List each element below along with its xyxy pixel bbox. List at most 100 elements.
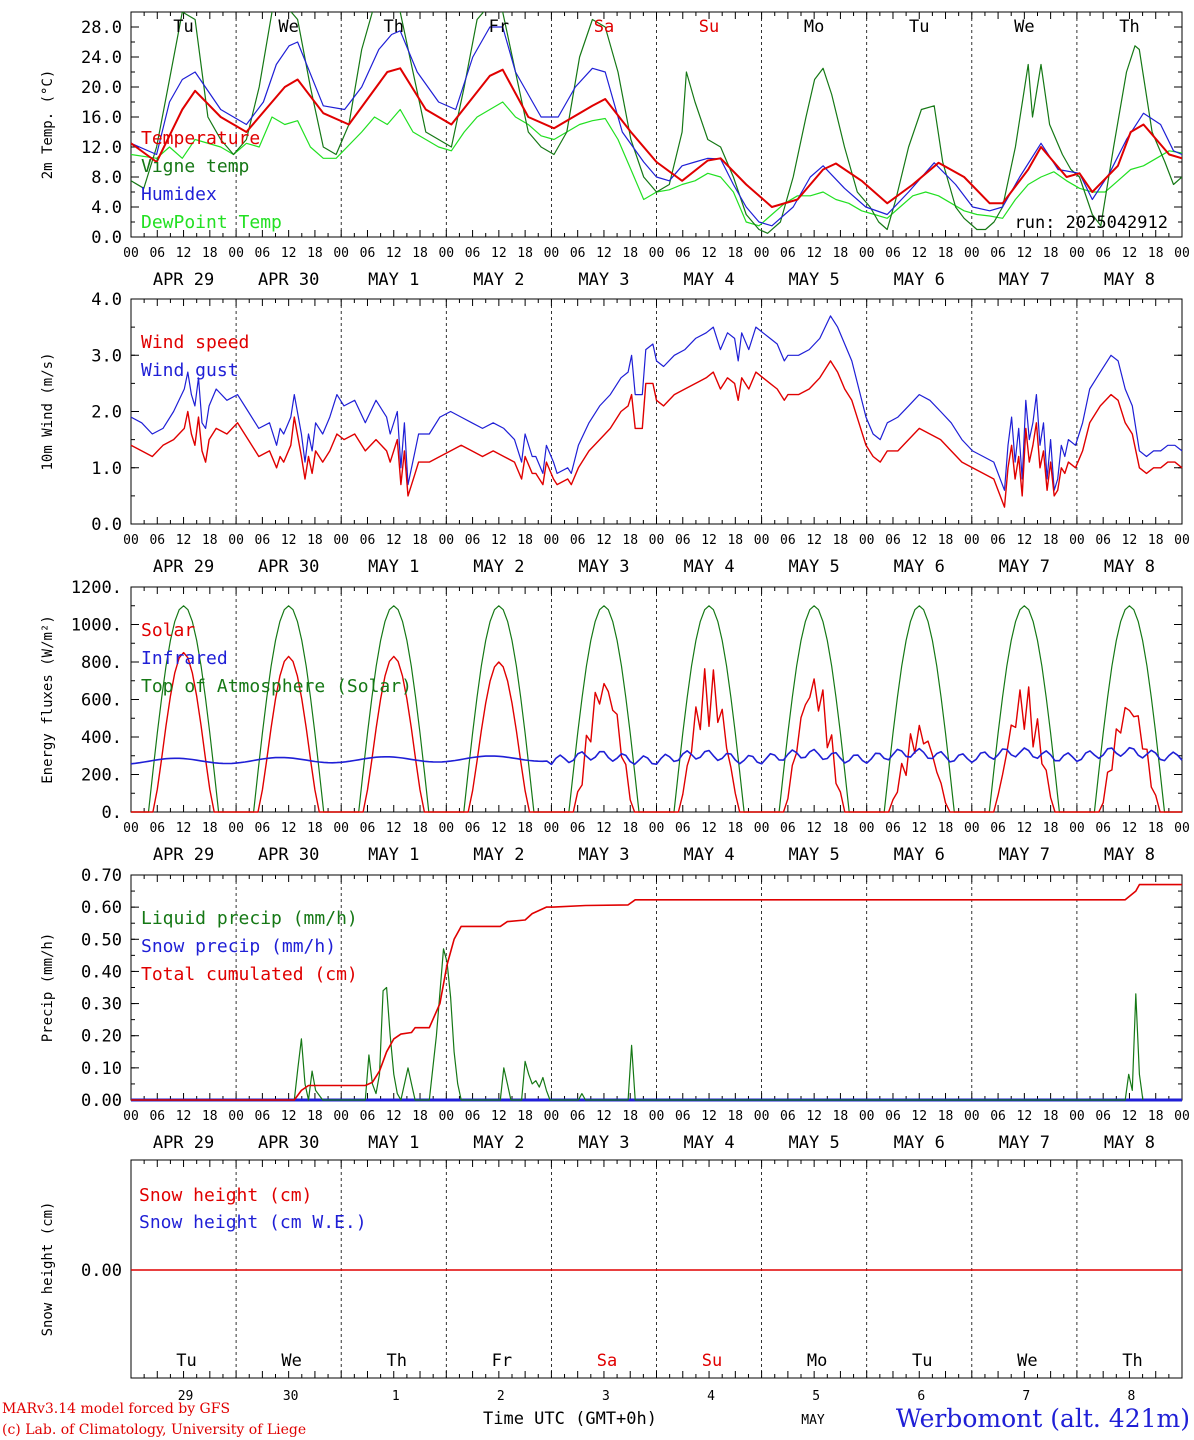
date-label: MAY 7 <box>999 270 1050 290</box>
series-line-infrared <box>130 746 1183 766</box>
x-tick-label: 06 <box>465 821 481 836</box>
x-tick-label: 18 <box>517 246 533 261</box>
x-tick-label: 00 <box>649 246 665 261</box>
legend-entry: Snow height (cm) <box>139 1185 312 1206</box>
x-tick-label: 12 <box>386 533 402 548</box>
x-tick-label: 18 <box>938 246 954 261</box>
legend-entry: Total cumulated (cm) <box>141 964 358 985</box>
weekday-label: Th <box>384 17 404 37</box>
y-tick-label: 0.20 <box>81 1027 122 1047</box>
weekday-label: Fr <box>489 17 509 37</box>
date-label: MAY 2 <box>473 1133 524 1153</box>
y-tick-label: 0.0 <box>91 228 122 248</box>
x-tick-label: 06 <box>675 821 691 836</box>
x-tick-label: 00 <box>649 533 665 548</box>
weekday-label: Fr <box>492 1351 512 1371</box>
y-tick-label: 800. <box>81 653 122 673</box>
x-tick-label: 06 <box>570 1109 586 1124</box>
date-label: MAY 1 <box>368 845 419 865</box>
date-label: APR 29 <box>153 270 214 290</box>
y-tick-label: 0. <box>102 803 122 823</box>
y-tick-label: 200. <box>81 766 122 786</box>
date-label: MAY 8 <box>1104 1133 1155 1153</box>
y-tick-label: 2.0 <box>91 403 122 423</box>
x-tick-label: 00 <box>1069 821 1085 836</box>
x-tick-label: 12 <box>176 246 192 261</box>
y-tick-label: 4.0 <box>91 290 122 310</box>
x-tick-label: 06 <box>990 821 1006 836</box>
x-tick-label: 18 <box>517 821 533 836</box>
x-tick-label: 06 <box>1095 1109 1111 1124</box>
y-axis-label: 2m Temp. (°C) <box>40 70 56 180</box>
x-tick-label: 06 <box>885 1109 901 1124</box>
x-tick-label: 12 <box>806 533 822 548</box>
x-tick-label: 12 <box>701 821 717 836</box>
y-tick-label: 1000. <box>71 616 122 636</box>
date-label: MAY 8 <box>1104 845 1155 865</box>
x-tick-label: 12 <box>1122 246 1138 261</box>
x-tick-label: 18 <box>412 533 428 548</box>
x-tick-label: 00 <box>1069 1109 1085 1124</box>
precip-panel: 00 06 12 18 00 06 12 18 00 06 12 18 00 06 12 18 00 06 12 18… <box>40 866 1190 1153</box>
x-tick-label: 18 <box>727 1109 743 1124</box>
month-label: MAY <box>801 1413 825 1428</box>
x-tick-label: 00 <box>333 246 349 261</box>
x-tick-label: 06 <box>360 533 376 548</box>
date-label: APR 30 <box>258 270 319 290</box>
x-tick-label: 06 <box>465 1109 481 1124</box>
x-tick-label: 12 <box>596 821 612 836</box>
day-number-label: 2 <box>497 1389 505 1404</box>
legend-entry: Liquid precip (mm/h) <box>141 908 358 929</box>
x-tick-label: 18 <box>938 533 954 548</box>
date-label: MAY 7 <box>999 557 1050 577</box>
x-tick-label: 06 <box>780 533 796 548</box>
legend-entry: Humidex <box>141 184 217 205</box>
x-tick-label: 18 <box>1148 1109 1164 1124</box>
series-line-solar <box>131 651 1182 813</box>
x-tick-label: 06 <box>1095 821 1111 836</box>
y-tick-label: 12.0 <box>81 138 122 158</box>
legend-entry: Vigne temp <box>141 156 249 177</box>
x-tick-label: 00 <box>649 1109 665 1124</box>
x-tick-label: 18 <box>1043 1109 1059 1124</box>
x-tick-label: 06 <box>885 246 901 261</box>
x-tick-label: 18 <box>412 246 428 261</box>
y-axis-label: Precip (mm/h) <box>40 933 56 1043</box>
date-label: MAY 1 <box>368 1133 419 1153</box>
x-tick-label: 12 <box>596 246 612 261</box>
day-number-label: 6 <box>917 1389 925 1404</box>
x-tick-label: 06 <box>360 246 376 261</box>
y-tick-label: 400. <box>81 728 122 748</box>
x-tick-label: 00 <box>333 821 349 836</box>
x-tick-label: 18 <box>938 821 954 836</box>
x-tick-label: 06 <box>885 533 901 548</box>
x-tick-label: 00 <box>438 821 454 836</box>
x-tick-label: 18 <box>202 821 218 836</box>
x-tick-label: 18 <box>307 533 323 548</box>
series-line-wind-gust <box>130 315 1183 491</box>
wind-panel: 00 06 12 18 00 06 12 18 00 06 12 18 00 06 12 18 00 06 12 18… <box>40 290 1190 577</box>
x-tick-label: 06 <box>149 533 165 548</box>
x-tick-label: 18 <box>412 1109 428 1124</box>
x-tick-label: 12 <box>491 246 507 261</box>
x-tick-label: 06 <box>570 821 586 836</box>
x-tick-label: 12 <box>911 1109 927 1124</box>
x-tick-label: 00 <box>438 246 454 261</box>
x-tick-label: 18 <box>202 533 218 548</box>
weekday-label: Th <box>1119 17 1139 37</box>
x-tick-label: 00 <box>859 533 875 548</box>
x-tick-label: 00 <box>859 246 875 261</box>
x-tick-label: 06 <box>360 1109 376 1124</box>
date-label: MAY 8 <box>1104 557 1155 577</box>
x-tick-label: 06 <box>570 246 586 261</box>
x-tick-label: 00 <box>1069 533 1085 548</box>
series-line-wind-speed <box>130 360 1183 508</box>
x-tick-label: 00 <box>754 246 770 261</box>
x-tick-label: 18 <box>307 1109 323 1124</box>
weekday-label: Su <box>702 1351 722 1371</box>
x-tick-label: 12 <box>911 821 927 836</box>
date-label: MAY 4 <box>683 845 734 865</box>
date-label: MAY 6 <box>894 1133 945 1153</box>
y-tick-label: 1200. <box>71 578 122 598</box>
